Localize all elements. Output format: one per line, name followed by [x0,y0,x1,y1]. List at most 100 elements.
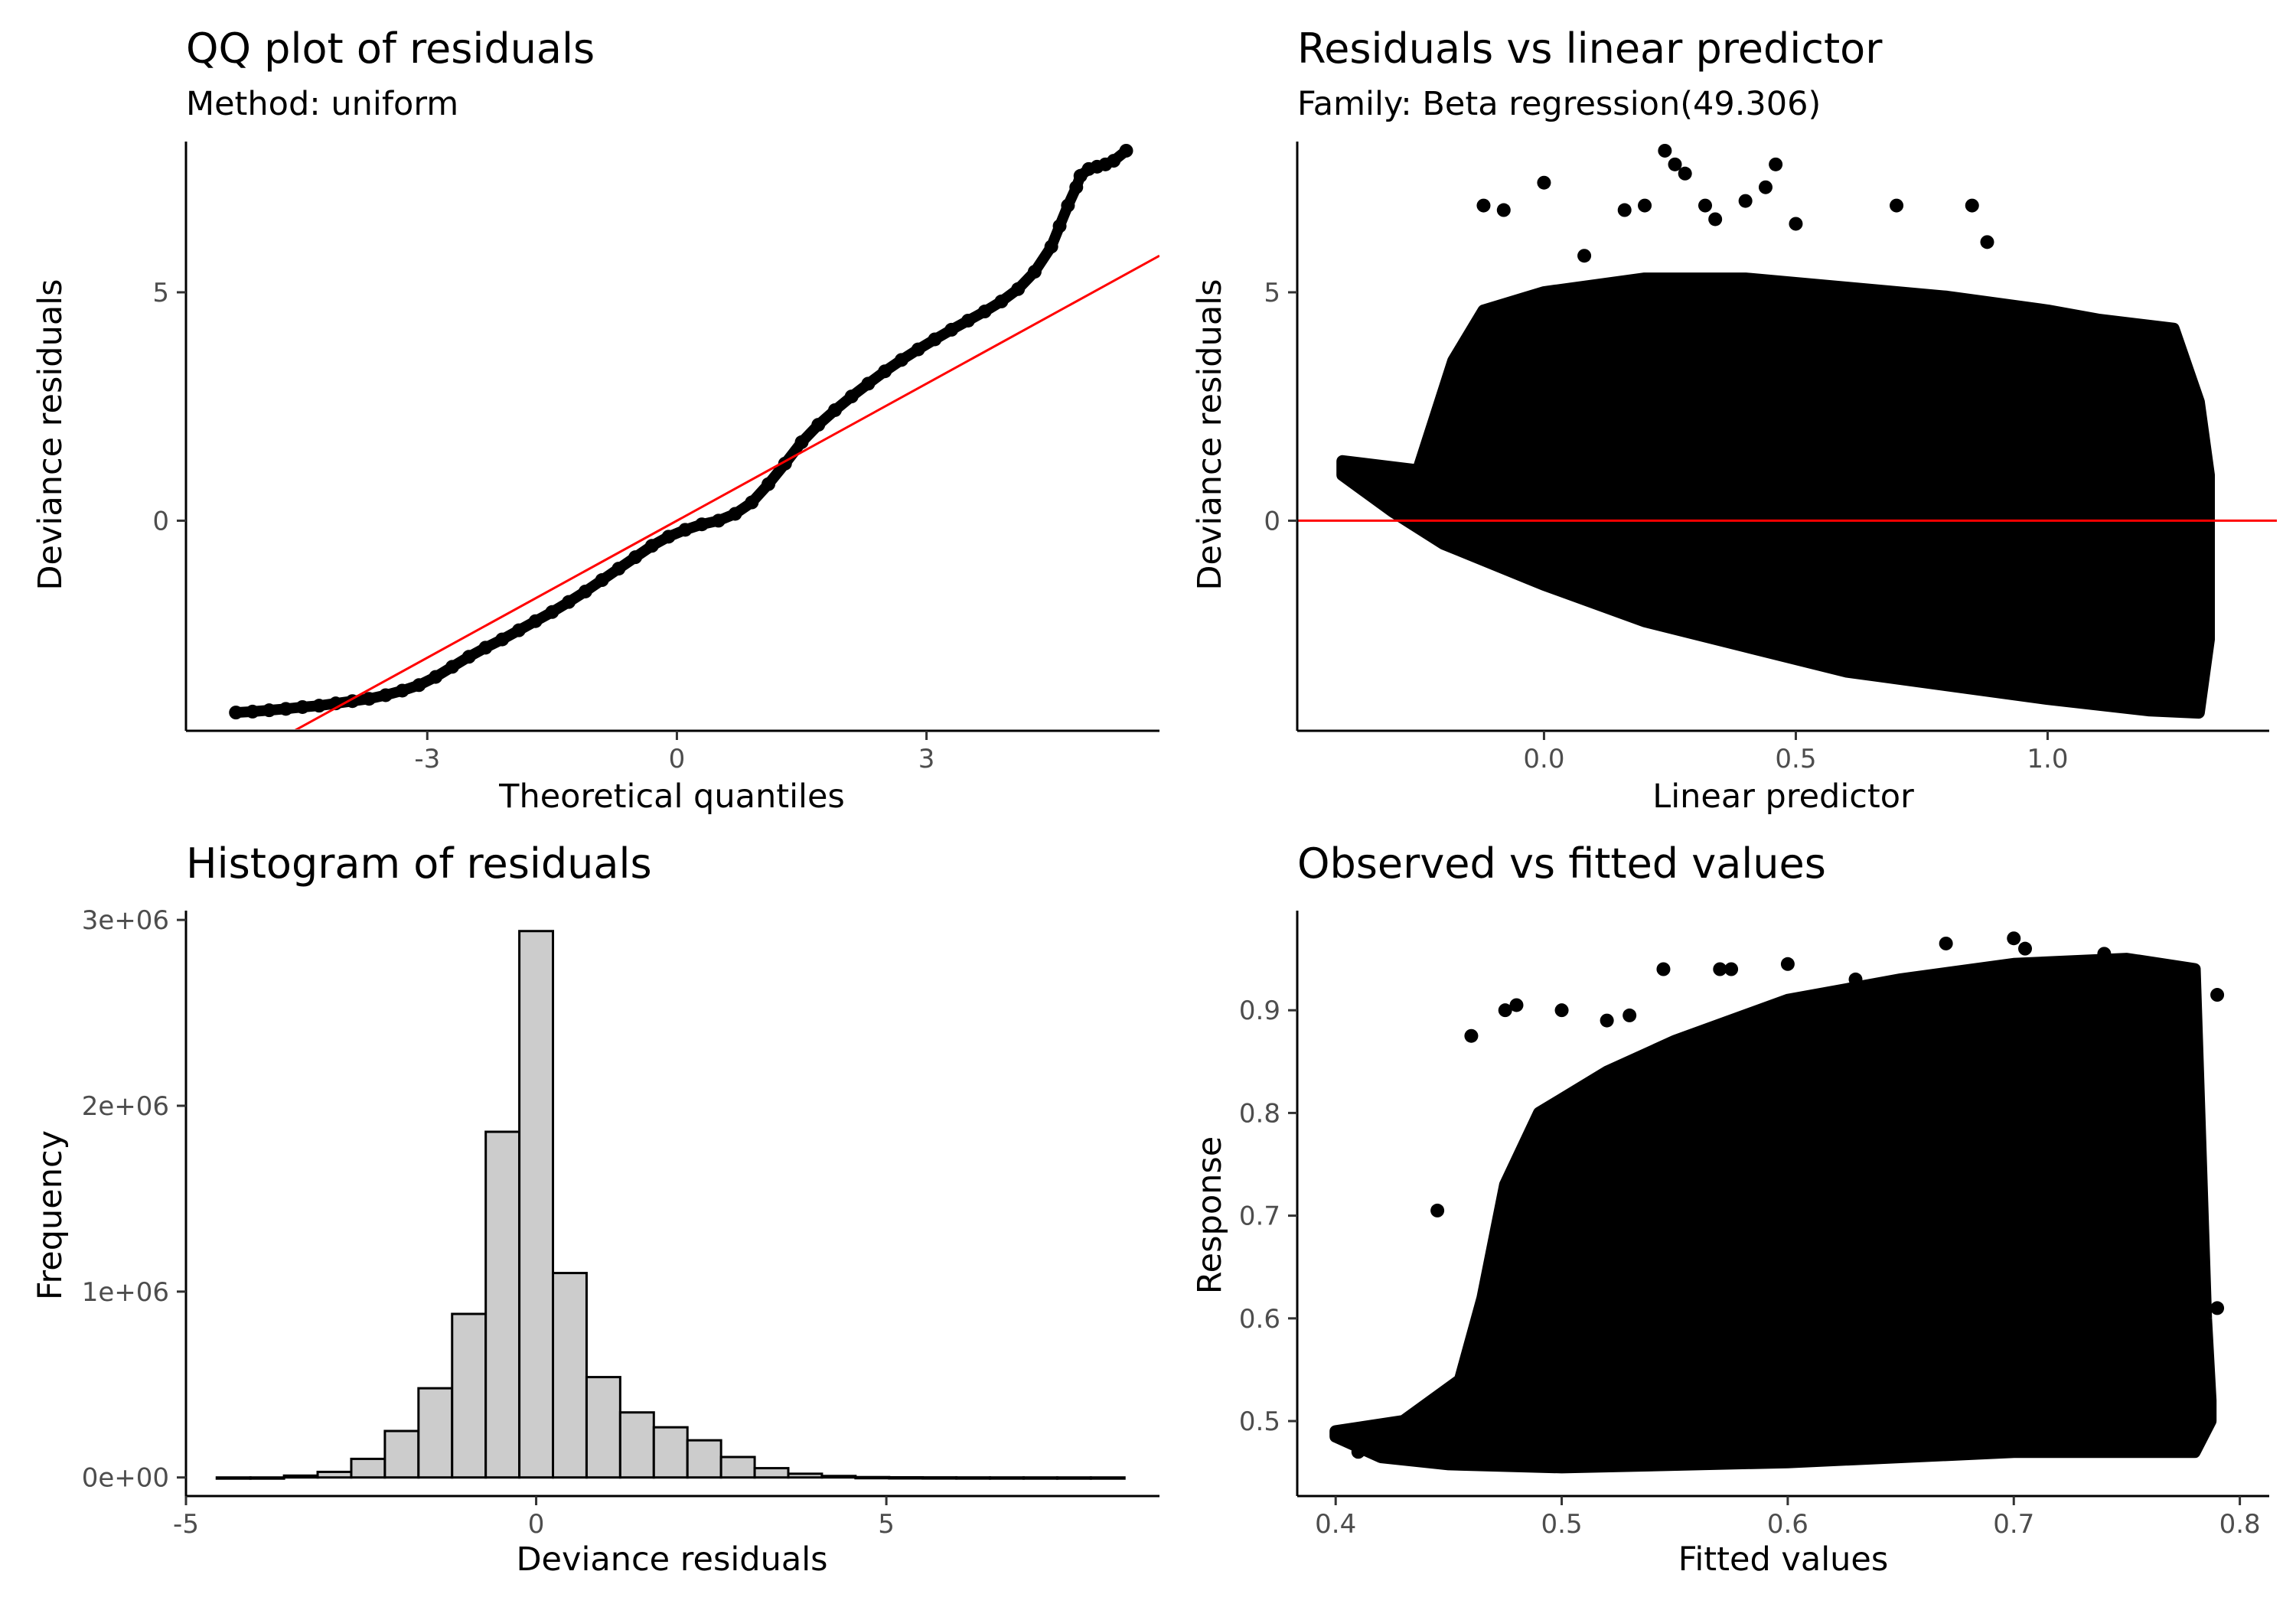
histogram-bar [1089,1476,1126,1480]
qq-plot-x-tick-label: 0 [669,744,686,774]
observed-vs-fitted-y-tick-label: 0.9 [1239,996,1280,1026]
qq-point [395,683,409,698]
residuals-vs-predictor-subtitle: Family: Beta regression(49.306) [1297,85,1821,123]
residual-outlier-point [1890,198,1904,213]
qq-plot-axes: -3 0 3 0 5 [152,142,1159,774]
histogram-title: Histogram of residuals [186,839,652,888]
histogram-bar [518,930,555,1479]
observed-vs-fitted-axes: 0.4 0.5 0.6 0.7 0.8 0.5 0.6 0.7 0.8 0.9 [1239,911,2269,1540]
residual-outlier-point [1668,157,1682,171]
qq-point [412,678,426,693]
observed-vs-fitted-y-tick-label: 0.8 [1239,1098,1280,1129]
qq-point [1027,265,1042,279]
qq-point [994,294,1009,308]
histogram-bar [955,1476,992,1480]
qq-point [794,435,809,449]
observed-vs-fitted-x-tick-label: 0.8 [2219,1509,2261,1540]
histogram-bar [249,1476,285,1480]
residual-outlier-point [1698,198,1713,213]
qq-point [644,539,659,553]
qq-reference-line [294,254,1159,729]
qq-point [844,390,859,404]
observed-outlier-point [1509,998,1524,1012]
qq-point [1061,198,1075,213]
observed-vs-fitted-x-axis-label: Fitted values [1678,1540,1889,1579]
qq-point [878,364,892,379]
observed-outlier-point [1724,962,1739,976]
qq-point [1044,240,1058,254]
residual-outlier-point [1638,198,1652,213]
observed-vs-fitted-title: Observed vs fitted values [1297,839,1826,888]
histogram-bar [652,1426,689,1479]
qq-point [1052,219,1067,233]
histogram-bar [686,1439,722,1479]
qq-point [960,313,975,328]
qq-point [695,517,709,532]
observed-vs-fitted-panel: Observed vs fitted values Fitted values … [1191,839,1888,1579]
observed-outlier-point [2210,1301,2225,1315]
histogram-bar [989,1476,1025,1480]
histogram-bar [618,1411,655,1479]
residual-outlier-point [1577,249,1592,263]
residual-outlier-point [1769,157,1783,171]
residuals-vs-predictor-y-axis-label: Deviance residuals [1191,279,1229,590]
histogram-y-tick-label: 1e+06 [82,1277,169,1308]
residuals-vs-predictor-y-tick-label: 0 [1264,506,1280,536]
histogram-bar [350,1457,386,1479]
observed-outlier-point [1430,1203,1445,1217]
histogram-bar [1022,1476,1058,1480]
qq-point [861,376,876,391]
histogram-x-tick-label: 5 [878,1509,895,1540]
residuals-vs-predictor-axes: 0.0 0.5 1.0 0 5 [1264,142,2269,774]
histogram-axes: -5 0 5 0e+00 1e+06 2e+06 3e+06 [82,905,1159,1540]
qq-point [445,660,459,674]
qq-point [762,477,776,491]
plot-layer: -3 0 3 0 5 0.0 0.5 1.0 0 5 -5 0 5 0e+00 1e+06 2e+06 3e+0… [82,142,2277,1540]
residual-outlier-point [1789,217,1803,231]
qq-point [578,584,592,598]
histogram-bar [719,1455,756,1479]
qq-point [977,305,992,319]
qq-point [628,550,643,565]
histogram-bar [820,1475,857,1479]
qq-plot-title: QQ plot of residuals [186,24,595,73]
qq-point [295,699,310,714]
qq-point [1107,154,1121,168]
qq-point [728,507,742,521]
qq-plot-x-tick-label: 3 [918,744,935,774]
residual-outlier-point [1496,203,1511,217]
histogram-bar [484,1130,521,1479]
histogram-bar [921,1476,958,1480]
histogram-bar [753,1467,790,1479]
observed-outlier-point [2187,988,2202,1002]
qq-point [511,623,526,637]
histogram-area [215,930,1126,1480]
qq-point [362,692,377,706]
histogram-bar [888,1475,925,1480]
observed-outlier-point [1939,936,1953,950]
histogram-y-tick-label: 0e+00 [82,1463,169,1494]
residuals-vs-predictor-y-tick-label: 5 [1264,278,1280,308]
residuals-vs-predictor-x-axis-label: Linear predictor [1652,777,1914,816]
qq-plot-x-axis-label: Theoretical quantiles [498,777,845,816]
qq-point [595,573,609,588]
qq-point [311,699,326,713]
observed-vs-fitted-y-axis-label: Response [1191,1136,1229,1295]
observed-outlier-point [2018,941,2033,956]
observed-vs-fitted-x-tick-label: 0.6 [1767,1509,1808,1540]
qq-point [429,670,443,684]
residual-outlier-point [1758,180,1773,194]
histogram-bar [585,1376,621,1479]
qq-point [612,562,626,576]
qq-point [562,595,576,609]
qq-point [1069,180,1084,194]
observed-vs-fitted-x-tick-label: 0.7 [1993,1509,2034,1540]
observed-outlier-point [1554,1003,1569,1018]
qq-point [461,650,476,664]
qq-plot-subtitle: Method: uniform [186,85,458,123]
qq-point [678,523,693,537]
observed-outlier-point [2210,988,2225,1002]
qq-point [928,332,942,347]
observed-outlier-point [1848,972,1863,986]
